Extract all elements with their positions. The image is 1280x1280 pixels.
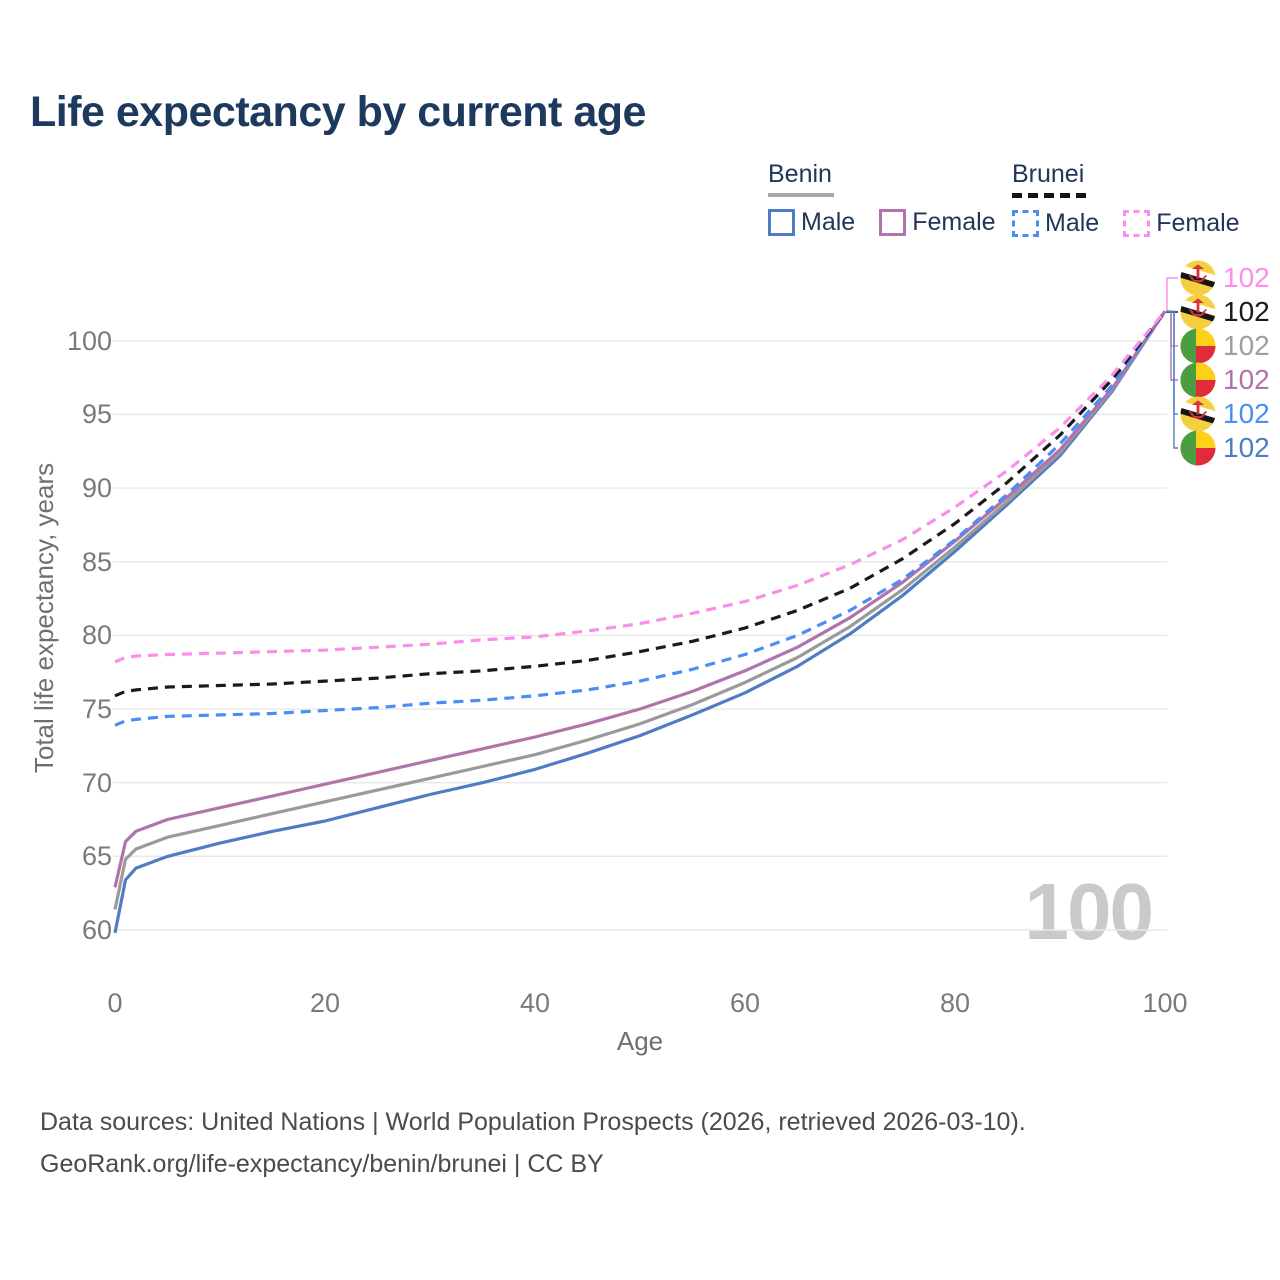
- data-sources-text: Data sources: United Nations | World Pop…: [40, 1108, 1026, 1136]
- brunei-flag-icon: [1180, 396, 1216, 432]
- legend-item-brunei-male[interactable]: Male: [1012, 209, 1099, 238]
- benin-flag-icon: [1180, 328, 1216, 364]
- y-tick-label-70: 70: [81, 767, 112, 798]
- series-line-benin-male: [113, 310, 1167, 934]
- legend-item-benin-female[interactable]: Female: [879, 208, 996, 237]
- legend-item-benin-male[interactable]: Male: [768, 208, 855, 237]
- legend-items-brunei: Male Female: [1012, 209, 1240, 238]
- leader-line-benin: [1166, 310, 1178, 347]
- benin-female-swatch-icon: [879, 209, 907, 236]
- legend-linestyle-dashed-swatch: [1012, 193, 1086, 198]
- leader-line-brunei-female: [1166, 277, 1178, 312]
- end-label-row-benin-female: 102: [1180, 362, 1270, 398]
- series-line-benin: [113, 310, 1167, 910]
- legend-item-label: Female: [912, 208, 996, 236]
- x-tick-label-20: 20: [309, 988, 341, 1018]
- y-tick-label-90: 90: [81, 473, 112, 504]
- legend-item-label: Male: [801, 208, 856, 236]
- benin-flag-icon: [1180, 362, 1216, 398]
- y-tick-label-75: 75: [81, 694, 112, 725]
- brunei-flag-icon: [1180, 294, 1216, 330]
- age-watermark: 100: [1024, 867, 1154, 956]
- end-label-row-brunei-female: 102: [1180, 260, 1270, 296]
- end-label-value: 102: [1223, 330, 1270, 361]
- attribution-text: GeoRank.org/life-expectancy/benin/brunei…: [40, 1150, 604, 1178]
- brunei-female-swatch-icon: [1123, 210, 1151, 237]
- end-label-row-benin-male: 102: [1180, 430, 1270, 466]
- x-tick-label-100: 100: [1142, 988, 1188, 1018]
- legend-header-benin: Benin: [768, 160, 832, 188]
- y-tick-label-95: 95: [81, 399, 112, 430]
- end-label-row-benin: 102: [1180, 328, 1270, 364]
- brunei-flag-icon: [1180, 260, 1216, 296]
- benin-male-swatch-icon: [768, 209, 795, 236]
- y-tick-label-60: 60: [81, 915, 112, 945]
- page-title: Life expectancy by current age: [30, 88, 646, 136]
- legend-items-benin: Male Female: [768, 208, 996, 237]
- y-tick-label-100: 100: [66, 325, 112, 356]
- x-tick-label-60: 60: [729, 988, 761, 1018]
- x-tick-label-80: 80: [939, 988, 971, 1018]
- x-axis-title: Age: [616, 1026, 664, 1056]
- y-tick-label-80: 80: [81, 620, 112, 651]
- legend-header-brunei: Brunei: [1012, 160, 1085, 188]
- legend-item-brunei-female[interactable]: Female: [1123, 209, 1240, 238]
- y-tick-label-85: 85: [81, 546, 112, 577]
- legend-item-label: Female: [1156, 209, 1240, 237]
- series-line-brunei-female: [114, 310, 1167, 664]
- y-tick-label-65: 65: [81, 841, 112, 872]
- end-label-value: 102: [1223, 364, 1270, 395]
- series-line-brunei: [114, 310, 1167, 698]
- legend-linestyle-solid-swatch: [768, 193, 834, 197]
- legend-group-brunei: Brunei Male Female: [1012, 160, 1240, 238]
- legend-item-label: Male: [1045, 209, 1100, 237]
- end-label-value: 102: [1223, 296, 1270, 327]
- series-line-benin-female: [113, 310, 1167, 888]
- x-tick-label-0: 0: [107, 988, 123, 1018]
- leader-line-brunei-male: [1166, 310, 1178, 415]
- end-label-value: 102: [1223, 398, 1270, 429]
- brunei-male-swatch-icon: [1012, 210, 1039, 237]
- series-line-brunei-male: [114, 310, 1167, 727]
- end-label-row-brunei-male: 102: [1180, 396, 1270, 432]
- end-label-value: 102: [1223, 432, 1270, 463]
- leader-line-benin-male: [1166, 310, 1178, 449]
- end-label-row-brunei: 102: [1180, 294, 1270, 330]
- end-label-value: 102: [1223, 262, 1270, 293]
- legend-group-benin: Benin Male Female: [768, 160, 996, 237]
- benin-flag-icon: [1180, 430, 1216, 466]
- x-tick-label-40: 40: [519, 988, 551, 1018]
